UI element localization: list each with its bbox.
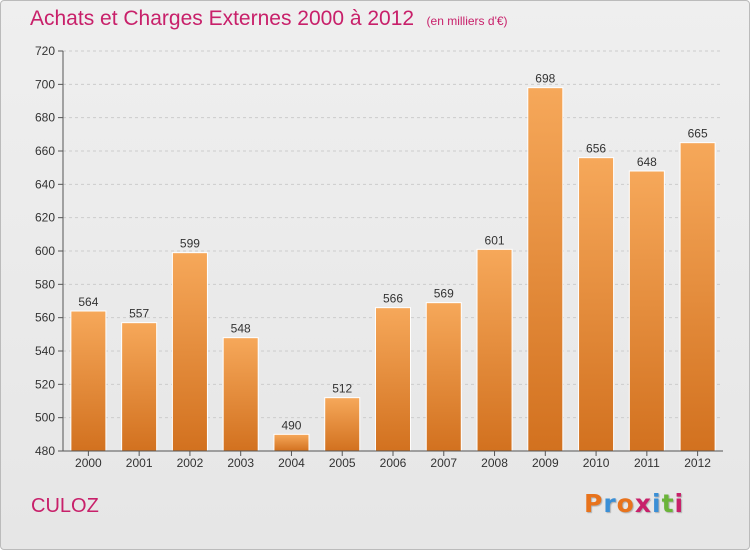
y-tick-label: 520	[35, 377, 55, 391]
x-tick-label: 2012	[684, 456, 711, 470]
data-label: 569	[434, 287, 454, 301]
data-label: 512	[332, 382, 352, 396]
y-tick-label: 480	[35, 444, 55, 458]
data-label: 648	[637, 155, 657, 169]
bar	[374, 307, 412, 452]
x-tick-label: 2002	[177, 456, 204, 470]
bar	[121, 322, 158, 452]
x-tick-label: 2004	[278, 456, 305, 470]
x-tick-label: 2003	[227, 456, 254, 470]
data-label: 490	[281, 418, 301, 432]
y-tick-label: 680	[35, 111, 55, 125]
data-label: 566	[383, 292, 403, 306]
bar	[70, 310, 107, 452]
x-tick-label: 2000	[75, 456, 102, 470]
data-label: 557	[129, 307, 149, 321]
y-tick-label: 620	[35, 211, 55, 225]
bar	[425, 302, 462, 452]
axes	[58, 50, 723, 456]
data-label: 698	[535, 72, 555, 86]
commune-name: CULOZ	[31, 495, 99, 517]
bar	[578, 157, 615, 452]
logo-letter: P	[584, 489, 604, 518]
logo-letter: i	[674, 489, 685, 518]
bar	[273, 433, 310, 452]
bar	[628, 170, 665, 452]
bar	[324, 397, 361, 452]
x-tick-label: 2001	[126, 456, 153, 470]
logo-letter: r	[603, 489, 617, 518]
bar	[476, 248, 513, 452]
chart-title-main: Achats et Charges Externes 2000 à 2012	[30, 7, 415, 30]
y-tick-label: 660	[35, 144, 55, 158]
chart-title: Achats et Charges Externes 2000 à 2012 (…	[30, 7, 508, 31]
y-tick-label: 580	[35, 277, 55, 291]
data-label: 548	[231, 322, 251, 336]
x-tick-label: 2009	[532, 456, 559, 470]
bar	[679, 142, 716, 452]
logo-letter: i	[652, 489, 662, 518]
logo-letter: x	[634, 489, 652, 518]
y-tick-label: 560	[35, 311, 55, 325]
y-tick-label: 640	[35, 177, 55, 191]
y-tick-label: 540	[35, 344, 55, 358]
x-tick-label: 2008	[481, 456, 508, 470]
bars	[70, 87, 716, 452]
x-tick-label: 2006	[380, 456, 407, 470]
bar	[527, 87, 564, 452]
data-label: 665	[688, 127, 708, 141]
x-tick-label: 2005	[329, 456, 356, 470]
proxiti-logo: Proxiti	[584, 489, 684, 518]
bar	[222, 337, 259, 452]
bar	[171, 252, 208, 452]
data-label: 564	[78, 295, 98, 309]
y-tick-label: 700	[35, 77, 55, 91]
y-tick-label: 720	[35, 44, 55, 58]
data-label: 599	[180, 237, 200, 251]
y-tick-label: 600	[35, 244, 55, 258]
data-label: 656	[586, 142, 606, 156]
logo-letter: t	[661, 489, 675, 518]
labels: 480 500 520 540 560 580 600 620 640 660 680 700 720 5…	[35, 44, 711, 470]
chart-title-unit: (en milliers d'€)	[426, 14, 508, 28]
x-tick-label: 2010	[583, 456, 610, 470]
x-tick-label: 2011	[634, 456, 660, 470]
logo-letter: o	[616, 489, 635, 518]
y-tick-label: 500	[35, 411, 55, 425]
data-label: 601	[485, 233, 505, 247]
x-tick-label: 2007	[430, 456, 457, 470]
